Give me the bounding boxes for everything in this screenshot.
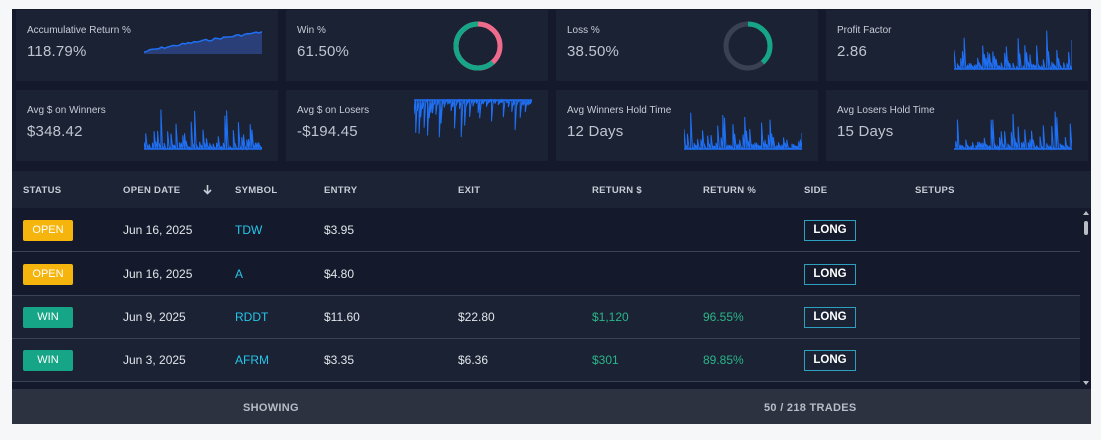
area-line [144,31,262,53]
sparkline-spikes [414,98,532,138]
entry-cell: $11.60 [324,310,360,324]
stat-card-avg-losers: Avg $ on Losers -$194.45 [286,90,548,161]
winners-hold-sparkline [684,112,802,151]
loss-donut-chart [723,21,773,71]
stat-card-loss-pct: Loss % 38.50% [556,10,818,81]
table-row[interactable]: WIN Jun 9, 2025 RDDT $11.60 $22.80 $1,12… [12,296,1080,339]
stat-title: Avg Winners Hold Time [567,105,672,116]
table-scrollbar[interactable] [1082,211,1090,387]
trade-dashboard: Accumulative Return % 118.79% Win % 61.5… [12,9,1091,424]
sparkline-spikes [684,112,802,151]
stat-value: -$194.45 [297,123,358,140]
scroll-up-icon[interactable] [1083,211,1089,215]
stat-value: 12 Days [567,123,624,140]
return-pct-cell: 89.85% [703,353,744,367]
losers-hold-sparkline [954,111,1072,151]
column-header-open-date[interactable]: OPEN DATE [123,185,181,196]
table-row[interactable]: WIN Jun 3, 2025 AFRM $3.35 $6.36 $301 89… [12,339,1080,382]
status-badge: OPEN [23,264,73,285]
stat-card-winners-hold-time: Avg Winners Hold Time 12 Days [556,90,818,161]
open-date-cell: Jun 3, 2025 [123,353,186,367]
avg-winners-sparkline [144,109,262,151]
symbol-link[interactable]: AFRM [235,353,269,367]
side-badge: LONG [804,307,856,328]
stat-title: Accumulative Return % [27,25,131,36]
column-header-symbol[interactable]: SYMBOL [235,185,278,196]
scroll-down-icon[interactable] [1083,381,1089,385]
symbol-link[interactable]: A [235,267,244,281]
return-usd-cell: $301 [592,353,619,367]
open-date-cell: Jun 9, 2025 [123,310,186,324]
side-badge: LONG [804,220,856,241]
entry-cell: $3.35 [324,353,355,367]
open-date-cell: Jun 16, 2025 [123,223,193,237]
table-footer: SHOWING 50 / 218 TRADES [12,389,1091,424]
symbol-link[interactable]: TDW [235,223,263,237]
donut-arc [453,21,503,71]
stat-title: Profit Factor [837,25,892,36]
side-badge: LONG [804,350,856,371]
stat-value: $348.42 [27,123,83,140]
stat-card-profit-factor: Profit Factor 2.86 [826,10,1088,81]
stat-title: Loss % [567,25,600,36]
stat-card-accumulative-return: Accumulative Return % 118.79% [16,10,278,81]
stat-title: Avg $ on Losers [297,105,370,116]
column-header-entry[interactable]: ENTRY [324,185,358,196]
showing-label: SHOWING [243,402,299,414]
sparkline-spikes [954,111,1072,151]
column-header-return-pct[interactable]: RETURN % [703,185,757,196]
exit-cell: $22.80 [458,310,495,324]
stat-value: 38.50% [567,43,620,60]
scroll-thumb[interactable] [1084,221,1088,235]
trades-table-header: STATUS OPEN DATE SYMBOL ENTRY EXIT RETUR… [12,171,1091,208]
status-badge: WIN [23,307,73,328]
stat-value: 2.86 [837,43,867,60]
open-date-cell: Jun 16, 2025 [123,267,193,281]
stat-value: 15 Days [837,123,894,140]
table-row[interactable]: OPEN Jun 16, 2025 TDW $3.95 LONG [12,209,1080,252]
stat-value: 118.79% [27,43,87,60]
symbol-link[interactable]: RDDT [235,310,269,324]
column-header-exit[interactable]: EXIT [458,185,481,196]
stat-card-avg-winners: Avg $ on Winners $348.42 [16,90,278,161]
exit-cell: $6.36 [458,353,489,367]
column-header-setups[interactable]: SETUPS [915,185,955,196]
stat-card-losers-hold-time: Avg Losers Hold Time 15 Days [826,90,1088,161]
sparkline-spikes [954,30,1072,71]
win-donut-chart [453,21,503,71]
sparkline-spikes [144,109,262,151]
column-header-return-usd[interactable]: RETURN $ [592,185,642,196]
status-badge: WIN [23,350,73,371]
stat-card-win-pct: Win % 61.50% [286,10,548,81]
table-row[interactable]: OPEN Jun 16, 2025 A $4.80 LONG [12,253,1080,296]
stat-title: Avg Losers Hold Time [837,105,935,116]
stat-title: Win % [297,25,326,36]
return-area-chart [144,31,262,54]
return-pct-cell: 96.55% [703,310,744,324]
entry-cell: $4.80 [324,267,355,281]
trades-count: 50 / 218 TRADES [764,402,857,414]
column-header-side[interactable]: SIDE [804,185,828,196]
stat-value: 61.50% [297,43,350,60]
arrow-down-icon[interactable] [202,184,213,195]
side-badge: LONG [804,264,856,285]
column-header-status[interactable]: STATUS [23,185,62,196]
entry-cell: $3.95 [324,223,355,237]
avg-losers-sparkline [414,98,532,138]
status-badge: OPEN [23,220,73,241]
return-usd-cell: $1,120 [592,310,629,324]
donut-arc [723,21,773,71]
stat-title: Avg $ on Winners [27,105,106,116]
profit-factor-sparkline [954,30,1072,71]
